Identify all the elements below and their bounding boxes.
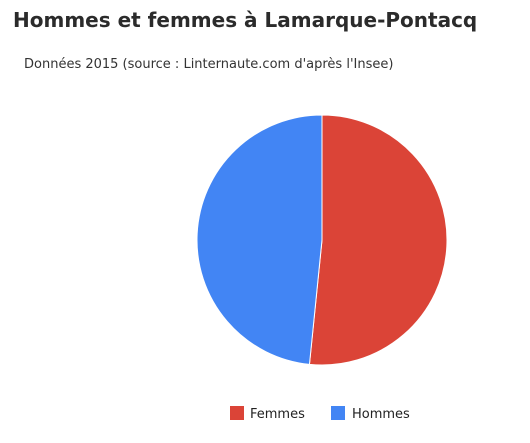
legend-item-hommes[interactable]: Hommes: [331, 406, 410, 422]
legend-swatch-femmes: [230, 406, 244, 420]
legend-item-femmes[interactable]: Femmes: [230, 406, 305, 422]
legend-label-hommes: Hommes: [352, 407, 410, 422]
legend-label-femmes: Femmes: [250, 407, 305, 422]
pie-slice-femmes[interactable]: [308, 114, 448, 366]
legend-swatch-hommes: [331, 406, 345, 420]
chart-title: Hommes et femmes à Lamarque-Pontacq: [13, 8, 478, 32]
chart-subtitle: Données 2015 (source : Linternaute.com d…: [24, 57, 394, 72]
pie-slice-hommes[interactable]: [196, 114, 323, 365]
chart-legend: Femmes Hommes: [230, 406, 410, 422]
pie-slices: [196, 114, 448, 366]
